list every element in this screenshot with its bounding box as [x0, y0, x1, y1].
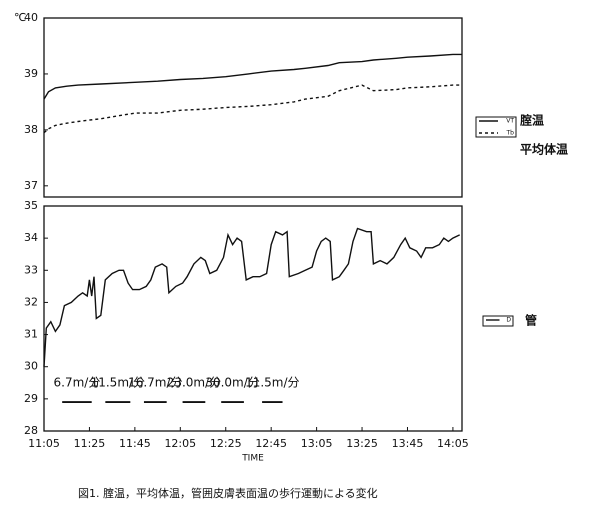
annotation: 6.7m/分	[54, 376, 101, 390]
legend-entry: VT	[506, 118, 514, 125]
y-tick-label: 31	[24, 328, 38, 341]
y-tick-label: 28	[24, 424, 38, 437]
x-tick-label: 13:05	[301, 437, 333, 450]
annotation: 16.7m/分	[128, 376, 182, 390]
y-tick-label: 29	[24, 392, 38, 405]
annotation: 11.5m/分	[245, 376, 299, 390]
legend-label: 管	[525, 313, 537, 328]
legend-label: 腟温	[520, 113, 544, 128]
y-tick-label: 40	[24, 11, 38, 24]
legend-label: 平均体温	[520, 142, 568, 157]
legend-box	[475, 116, 517, 138]
y-tick-label: 30	[24, 360, 38, 373]
y-tick-label: 39	[24, 67, 38, 80]
x-tick-label: 14:05	[437, 437, 469, 450]
x-tick-label: 12:45	[255, 437, 287, 450]
x-tick-label: 11:45	[119, 437, 151, 450]
y-tick-label: 38	[24, 123, 38, 136]
x-tick-label: 13:45	[392, 437, 424, 450]
y-axis-label: ℃	[14, 11, 26, 24]
series-line	[43, 53, 462, 100]
x-tick-label: 11:05	[28, 437, 60, 450]
annotation: 30.0m/分	[205, 376, 259, 390]
y-tick-label: 37	[24, 179, 38, 192]
x-tick-label: 13:25	[346, 437, 378, 450]
x-tick-label: 12:05	[164, 437, 196, 450]
y-tick-label: 34	[24, 231, 38, 244]
x-tick-label: 12:25	[210, 437, 242, 450]
y-tick-label: 35	[24, 199, 38, 212]
x-axis-label: TIME	[241, 454, 264, 464]
legend-box	[482, 315, 514, 327]
y-tick-label: 33	[24, 263, 38, 276]
legend-entry: Tb	[506, 130, 515, 137]
series-line	[43, 227, 460, 367]
legend-entry: D	[506, 317, 511, 324]
annotation: 11.5m/分	[91, 376, 145, 390]
x-tick-label: 11:25	[74, 437, 106, 450]
plot-frame	[43, 205, 463, 432]
plot-frame	[43, 17, 463, 198]
series-line	[43, 84, 462, 134]
caption: 図1. 腟温，平均体温，管囲皮膚表面温の歩行運動による変化	[78, 486, 378, 500]
annotation: 23.0m/分	[167, 376, 221, 390]
y-tick-label: 32	[24, 295, 38, 308]
